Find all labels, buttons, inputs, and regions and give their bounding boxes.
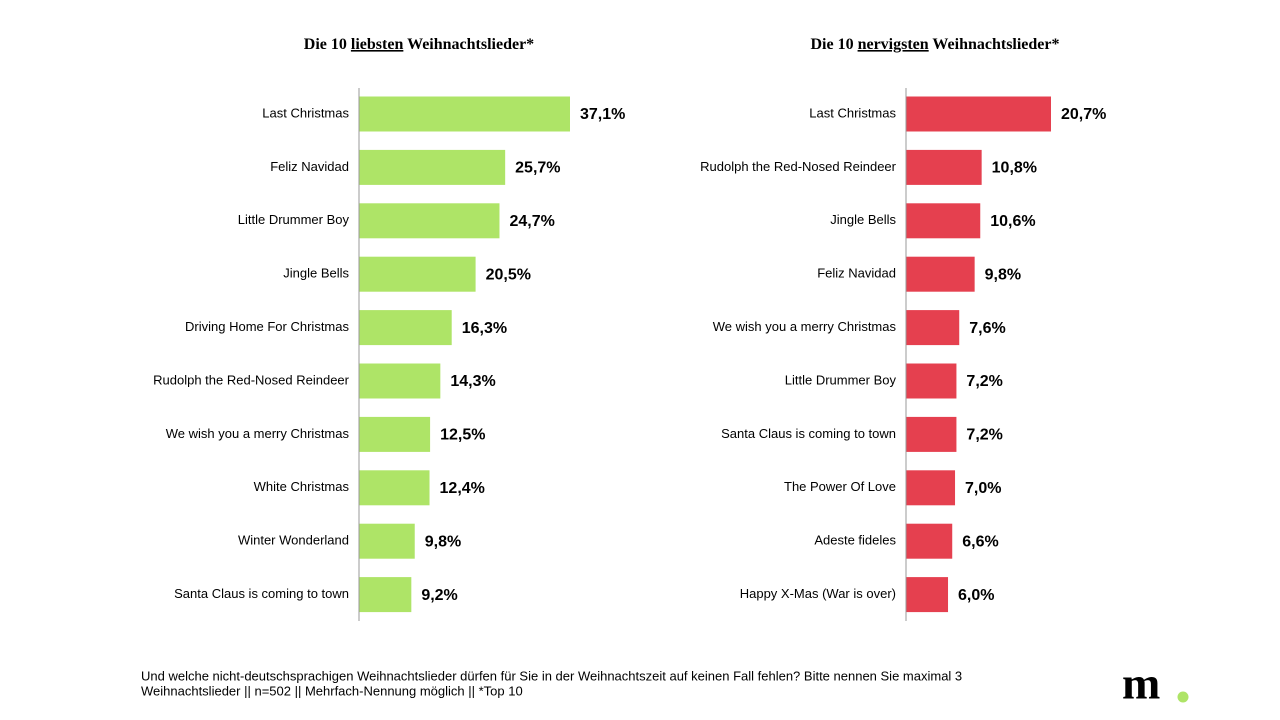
value-label: 9,8%: [425, 533, 461, 550]
category-label: Last Christmas: [262, 105, 349, 120]
bar: [906, 256, 975, 292]
category-label: Driving Home For Christmas: [185, 319, 349, 334]
value-label: 12,4%: [440, 480, 485, 497]
footnote: Weihnachtslieder || n=502 || Mehrfach-Ne…: [141, 683, 523, 698]
title-part: liebsten: [351, 36, 404, 53]
category-label: Rudolph the Red-Nosed Reindeer: [153, 372, 350, 387]
title-part: Die 10: [304, 36, 351, 53]
title-part: Die 10: [810, 36, 857, 53]
bar: [359, 96, 570, 132]
title-part: Weihnachtslieder*: [403, 36, 534, 53]
logo: m: [1122, 658, 1160, 709]
category-label: Rudolph the Red-Nosed Reindeer: [700, 159, 897, 174]
category-label: Winter Wonderland: [238, 533, 349, 548]
bar: [906, 416, 957, 452]
value-label: 10,8%: [992, 160, 1037, 177]
value-label: 12,5%: [440, 427, 485, 444]
bar: [906, 310, 960, 346]
value-label: 9,2%: [421, 587, 457, 604]
value-label: 37,1%: [580, 106, 625, 123]
category-label: Santa Claus is coming to town: [721, 426, 896, 441]
category-label: Jingle Bells: [283, 266, 349, 281]
category-label: Feliz Navidad: [817, 266, 896, 281]
value-label: 10,6%: [990, 213, 1035, 230]
bar: [359, 416, 431, 452]
bar: [906, 203, 981, 239]
chart-title: Die 10 nervigsten Weihnachtslieder*: [810, 36, 1059, 53]
value-label: 7,2%: [966, 373, 1002, 390]
category-label: Feliz Navidad: [270, 159, 349, 174]
bar: [906, 523, 953, 559]
footnote: Und welche nicht-deutschsprachigen Weihn…: [141, 668, 962, 683]
category-label: Jingle Bells: [830, 212, 896, 227]
category-label: We wish you a merry Christmas: [166, 426, 350, 441]
value-label: 7,6%: [969, 320, 1005, 337]
category-label: Santa Claus is coming to town: [174, 586, 349, 601]
category-label: Happy X-Mas (War is over): [740, 586, 896, 601]
value-label: 20,7%: [1061, 106, 1106, 123]
bar: [359, 149, 506, 185]
bar: [359, 523, 415, 559]
bar: [906, 149, 982, 185]
value-label: 7,0%: [965, 480, 1001, 497]
category-label: Little Drummer Boy: [785, 372, 897, 387]
bar: [906, 363, 957, 399]
chart-title: Die 10 liebsten Weihnachtslieder*: [304, 36, 534, 53]
value-label: 7,2%: [966, 427, 1002, 444]
bar: [359, 256, 476, 292]
bar: [906, 470, 956, 506]
value-label: 25,7%: [515, 160, 560, 177]
bar: [359, 203, 500, 239]
value-label: 6,6%: [962, 533, 998, 550]
bar: [906, 577, 949, 613]
category-label: Adeste fideles: [814, 533, 896, 548]
logo-dot: [1177, 691, 1189, 703]
value-label: 16,3%: [462, 320, 507, 337]
bar: [359, 470, 430, 506]
value-label: 9,8%: [985, 266, 1021, 283]
title-part: nervigsten: [858, 36, 929, 53]
category-label: Little Drummer Boy: [238, 212, 350, 227]
bar: [359, 363, 441, 399]
category-label: Last Christmas: [809, 105, 896, 120]
title-part: Weihnachtslieder*: [929, 36, 1060, 53]
value-label: 14,3%: [450, 373, 495, 390]
value-label: 24,7%: [509, 213, 554, 230]
category-label: The Power Of Love: [784, 479, 896, 494]
value-label: 6,0%: [958, 587, 994, 604]
category-label: We wish you a merry Christmas: [713, 319, 897, 334]
bar: [359, 577, 412, 613]
bar: [906, 96, 1051, 132]
category-label: White Christmas: [254, 479, 350, 494]
value-label: 20,5%: [486, 266, 531, 283]
bar: [359, 310, 452, 346]
